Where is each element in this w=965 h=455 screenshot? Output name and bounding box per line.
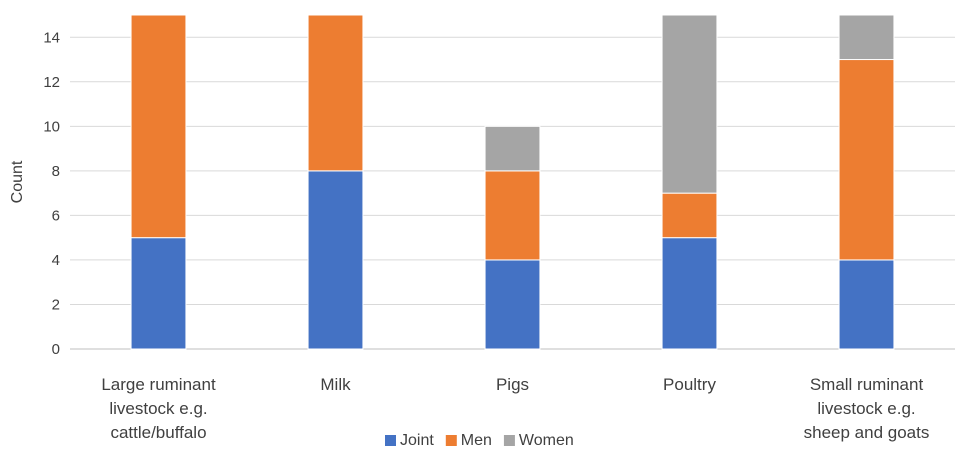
x-category-label: livestock e.g. — [109, 399, 207, 418]
legend-swatch-men — [445, 435, 457, 446]
y-tick-label: 8 — [52, 163, 60, 180]
legend-label-men: Men — [461, 432, 492, 449]
y-tick-label: 10 — [43, 118, 60, 135]
x-category-label: Milk — [320, 375, 351, 394]
y-axis-title: Count — [9, 160, 26, 203]
bar-men-4 — [838, 59, 895, 261]
bar-joint-4 — [838, 259, 895, 350]
y-tick-label: 6 — [52, 207, 60, 224]
y-axis-ticks: 0 2 4 6 8 10 12 14 — [43, 29, 60, 358]
bar-joint-2 — [484, 259, 541, 350]
bar-women-4 — [838, 14, 895, 61]
bar-women-3 — [661, 14, 718, 194]
x-category-label: Pigs — [496, 375, 529, 394]
x-category-label: Large ruminant — [101, 375, 216, 394]
x-category-label: cattle/buffalo — [110, 423, 206, 442]
bar-men-1 — [307, 14, 364, 172]
x-category-label: sheep and goats — [804, 423, 930, 442]
x-category-label: Small ruminant — [810, 375, 924, 394]
legend-label-joint: Joint — [400, 432, 434, 449]
bars — [130, 14, 895, 350]
y-tick-label: 12 — [43, 74, 60, 91]
y-tick-label: 2 — [52, 296, 60, 313]
x-axis-labels: Large ruminant livestock e.g. cattle/buffa… — [101, 375, 929, 442]
x-category-label: livestock e.g. — [817, 399, 915, 418]
legend-label-women: Women — [519, 432, 574, 449]
legend-swatch-women — [503, 435, 515, 446]
y-tick-label: 14 — [43, 29, 60, 46]
bar-joint-1 — [307, 170, 364, 350]
legend: Joint Men Women — [385, 432, 574, 449]
x-category-label: Poultry — [663, 375, 716, 394]
bar-women-2 — [484, 125, 541, 172]
y-tick-label: 4 — [52, 252, 60, 269]
bar-men-2 — [484, 170, 541, 261]
bar-joint-3 — [661, 237, 718, 350]
bar-men-3 — [661, 192, 718, 239]
legend-swatch-joint — [385, 435, 396, 446]
bar-men-0 — [130, 14, 187, 239]
bar-joint-0 — [130, 237, 187, 350]
y-tick-label: 0 — [52, 341, 60, 358]
